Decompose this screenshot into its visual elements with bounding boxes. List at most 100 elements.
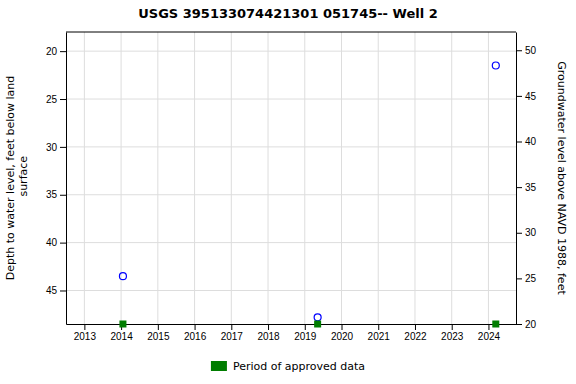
grid-line (66, 194, 516, 195)
grid-line (378, 32, 379, 324)
tick: 30 (46, 142, 66, 153)
tick-mark (516, 278, 522, 279)
tick-mark (516, 50, 522, 51)
grid-line (157, 32, 158, 324)
axis-marks (119, 321, 499, 328)
grid-line (414, 32, 415, 324)
grid (66, 32, 516, 324)
grid-line (66, 146, 516, 147)
tick-mark (488, 324, 489, 330)
plot-frame (66, 32, 516, 33)
tick: 2013 (74, 324, 97, 342)
tick: 20 (46, 46, 66, 57)
grid-line (304, 32, 305, 324)
tick-label: 25 (46, 94, 58, 105)
tick: 2022 (404, 324, 427, 342)
tick: 35 (46, 189, 66, 200)
title: USGS 395133074421301 051745-- Well 2 (138, 6, 437, 21)
chart: 2013201420152016201720182019202020212022… (0, 0, 576, 384)
tick-mark (60, 290, 66, 291)
tick-label: 2020 (331, 331, 354, 342)
grid-line (66, 99, 516, 100)
grid-line (66, 290, 516, 291)
tick-mark (60, 51, 66, 52)
tick-mark (195, 324, 196, 330)
y2-axis-title: Groundwater level above NAVD 1988, feet (555, 61, 568, 295)
tick-mark (84, 324, 85, 330)
tick-mark (305, 324, 306, 330)
tick: 25 (516, 273, 537, 284)
tick-label: 45 (46, 285, 58, 296)
grid-line (341, 32, 342, 324)
tick-label: 2017 (221, 331, 244, 342)
legend-label: Period of approved data (233, 360, 365, 373)
tick-mark (158, 324, 159, 330)
tick: 2017 (221, 324, 244, 342)
grid-line (66, 51, 516, 52)
tick-label: 45 (525, 91, 537, 102)
tick-mark (516, 96, 522, 97)
tick-label: 35 (46, 189, 58, 200)
tick: 2020 (331, 324, 354, 342)
tick: 20 (516, 319, 537, 330)
tick-label: 40 (46, 237, 58, 248)
tick-mark (231, 324, 232, 330)
tick-label: 25 (525, 273, 537, 284)
tick: 40 (46, 237, 66, 248)
tick: 2018 (257, 324, 280, 342)
legend: Period of approved data (211, 360, 365, 373)
tick-label: 30 (525, 227, 537, 238)
tick: 2015 (147, 324, 170, 342)
plot: 2013201420152016201720182019202020212022… (4, 32, 568, 342)
tick: 40 (516, 136, 537, 147)
tick-label: 30 (46, 142, 58, 153)
tick-mark (378, 324, 379, 330)
tick-label: 2016 (184, 331, 207, 342)
tick-mark (60, 147, 66, 148)
data-point (492, 62, 499, 69)
tick-label: 50 (525, 45, 537, 56)
legend-item: Period of approved data (211, 360, 365, 373)
tick-label: 2021 (368, 331, 391, 342)
grid-line (488, 32, 489, 324)
approved-marker (314, 321, 321, 328)
y-axis-title: Depth to water level, feet below land su… (4, 76, 30, 281)
tick-mark (60, 99, 66, 100)
tick-label: 35 (525, 182, 537, 193)
legend-swatch (211, 361, 227, 371)
marks (119, 62, 499, 321)
tick-label: 2018 (257, 331, 280, 342)
tick-label: 2013 (74, 331, 97, 342)
approved-marker (119, 321, 126, 328)
grid-line (194, 32, 195, 324)
tick: 35 (516, 182, 537, 193)
axis-line (66, 33, 67, 325)
data-point (314, 314, 321, 321)
tick-label: 2019 (294, 331, 317, 342)
tick-mark (516, 324, 522, 325)
tick-label: 2015 (147, 331, 170, 342)
tick: 30 (516, 227, 537, 238)
y-axis: 20 25 30 35 40 45 (46, 33, 67, 325)
x-axis: 2013 2014 2015 2016 2017 2018 2019 2020 2021 2022… (67, 324, 517, 342)
y2-axis: 20 25 30 35 40 45 50 (516, 33, 537, 330)
axis-line (67, 324, 517, 325)
approved-marker (492, 321, 499, 328)
grid-line (451, 32, 452, 324)
grid-line (231, 32, 232, 324)
grid-line (268, 32, 269, 324)
tick: 2023 (441, 324, 464, 342)
grid-line (66, 242, 516, 243)
tick-mark (516, 187, 522, 188)
tick-mark (516, 142, 522, 143)
tick-label: 20 (46, 46, 58, 57)
axis-line (516, 33, 517, 325)
tick-mark (60, 243, 66, 244)
tick-mark (342, 324, 343, 330)
tick-label: 2024 (478, 331, 501, 342)
data-point (119, 273, 126, 280)
tick-label: 2022 (404, 331, 427, 342)
tick-mark (415, 324, 416, 330)
tick-label: 2014 (110, 331, 133, 342)
tick: 45 (516, 91, 537, 102)
